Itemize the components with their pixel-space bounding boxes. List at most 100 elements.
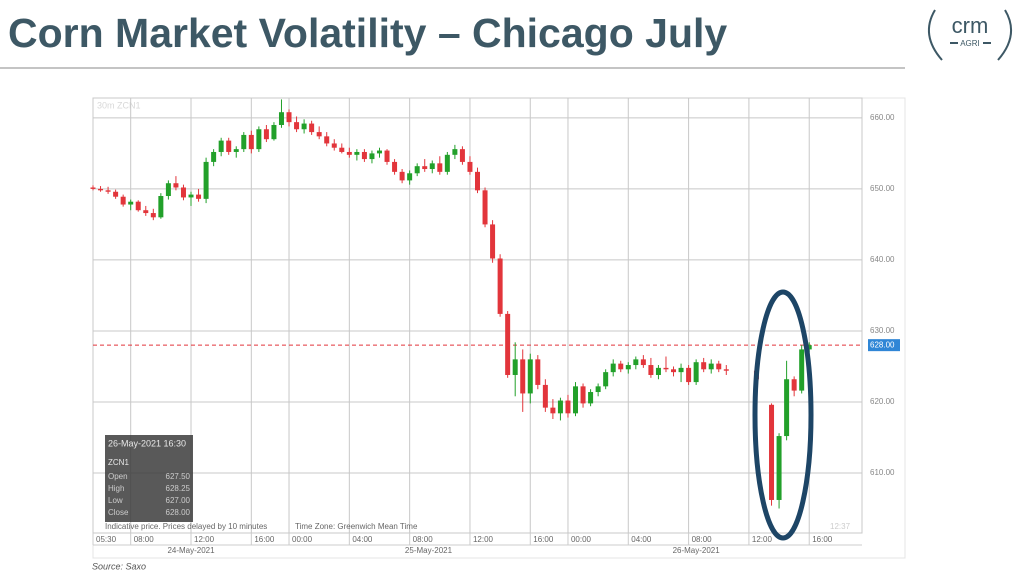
candle-body bbox=[806, 345, 812, 350]
candle-body bbox=[150, 213, 156, 218]
candle-body bbox=[557, 400, 563, 414]
info-label: Open bbox=[108, 472, 128, 481]
info-label: Close bbox=[108, 508, 129, 517]
info-value: 627.50 bbox=[166, 472, 191, 481]
info-value: 628.00 bbox=[166, 508, 191, 517]
candle-body bbox=[105, 190, 111, 192]
info-label: Low bbox=[108, 496, 123, 505]
logo-name: crm bbox=[952, 13, 989, 38]
candle-body bbox=[422, 166, 428, 170]
candle-body bbox=[203, 161, 209, 199]
candle-body bbox=[595, 386, 601, 393]
candle-body bbox=[701, 362, 707, 370]
candle-body bbox=[618, 363, 624, 370]
candle-body bbox=[580, 386, 586, 404]
footer-disclaimer: Indicative price. Prices delayed by 10 m… bbox=[105, 522, 267, 531]
candle-body bbox=[776, 436, 782, 500]
candle-body bbox=[535, 359, 541, 385]
x-tick-label: 00:00 bbox=[292, 535, 313, 544]
candle-body bbox=[678, 367, 684, 373]
candle-body bbox=[286, 112, 292, 123]
x-tick-label: 08:00 bbox=[134, 535, 155, 544]
candle-body bbox=[497, 258, 503, 314]
x-tick-label: 16:00 bbox=[254, 535, 275, 544]
candle-body bbox=[565, 400, 571, 414]
candle-body bbox=[120, 196, 126, 205]
candle-body bbox=[278, 112, 284, 125]
candle-body bbox=[716, 363, 722, 370]
candle-body bbox=[429, 163, 435, 170]
x-tick-label: 12:00 bbox=[473, 535, 494, 544]
candle-body bbox=[369, 153, 375, 160]
y-tick-label: 660.00 bbox=[870, 113, 895, 122]
candle-body bbox=[459, 149, 465, 162]
info-value: 627.00 bbox=[166, 496, 191, 505]
logo bbox=[927, 9, 1013, 61]
candle-body bbox=[663, 367, 669, 370]
candle-body bbox=[218, 140, 224, 152]
highlight-ellipse bbox=[752, 289, 814, 541]
candle-body bbox=[226, 140, 232, 152]
footer-clock: 12:37 bbox=[830, 522, 851, 531]
candle-body bbox=[384, 150, 390, 162]
x-tick-label: 08:00 bbox=[692, 535, 713, 544]
chart-frame bbox=[92, 97, 906, 559]
candle-body bbox=[708, 363, 714, 370]
candle-body bbox=[640, 359, 646, 366]
x-tick-label: 04:00 bbox=[352, 535, 373, 544]
date-label: 24-May-2021 bbox=[167, 546, 215, 555]
x-tick-label: 16:00 bbox=[812, 535, 833, 544]
slide-title: Corn Market Volatility – Chicago July bbox=[8, 10, 727, 56]
y-tick-label: 640.00 bbox=[870, 255, 895, 264]
candle-body bbox=[173, 183, 179, 188]
x-tick-label: 00:00 bbox=[571, 535, 592, 544]
candle-body bbox=[339, 147, 345, 152]
candle-body bbox=[693, 362, 699, 383]
y-tick-label: 620.00 bbox=[870, 397, 895, 406]
candle-body bbox=[414, 166, 420, 174]
candle-body bbox=[331, 143, 337, 148]
candle-body bbox=[346, 151, 352, 155]
candle-body bbox=[550, 407, 556, 414]
candle-body bbox=[392, 161, 398, 172]
x-tick-label: 16:00 bbox=[533, 535, 554, 544]
candle-body bbox=[437, 163, 443, 172]
footer-timezone: Time Zone: Greenwich Mean Time bbox=[295, 522, 418, 531]
date-label: 25-May-2021 bbox=[405, 546, 453, 555]
candle-body bbox=[671, 369, 677, 373]
candle-body bbox=[603, 372, 609, 387]
info-date: 26-May-2021 16:30 bbox=[108, 438, 186, 448]
x-tick-label: 05:30 bbox=[96, 535, 117, 544]
info-label: High bbox=[108, 484, 124, 493]
candle-body bbox=[256, 129, 262, 150]
logo-sub: AGRI bbox=[960, 39, 980, 48]
candle-body bbox=[233, 149, 239, 152]
laurel-left bbox=[927, 9, 943, 61]
info-box: 26-May-2021 16:30 ZCN1 Open 627.50 High 628.2… bbox=[105, 435, 193, 522]
candle-body bbox=[505, 313, 511, 375]
candle-body bbox=[294, 122, 300, 130]
candle-body bbox=[376, 150, 382, 154]
candle-body bbox=[475, 171, 480, 191]
x-tick-label: 12:00 bbox=[752, 535, 773, 544]
candle-body bbox=[467, 161, 473, 172]
candle-body bbox=[610, 363, 616, 373]
candle-body bbox=[520, 359, 526, 394]
candle-body bbox=[655, 367, 661, 375]
candle-body bbox=[512, 359, 518, 375]
candle-body bbox=[263, 129, 269, 140]
candle-body bbox=[158, 196, 164, 218]
candle-body bbox=[165, 183, 171, 197]
candle-body bbox=[444, 154, 450, 172]
candle-body bbox=[241, 134, 247, 150]
candle-body bbox=[98, 188, 104, 191]
candle-body bbox=[196, 194, 202, 199]
candle-body bbox=[799, 349, 805, 391]
candle-body bbox=[128, 201, 134, 205]
last-price-label: 628.00 bbox=[870, 340, 895, 349]
x-tick-label: 08:00 bbox=[413, 535, 434, 544]
candle-body bbox=[407, 173, 413, 181]
candle-body bbox=[301, 123, 307, 130]
candle-body bbox=[188, 194, 194, 198]
